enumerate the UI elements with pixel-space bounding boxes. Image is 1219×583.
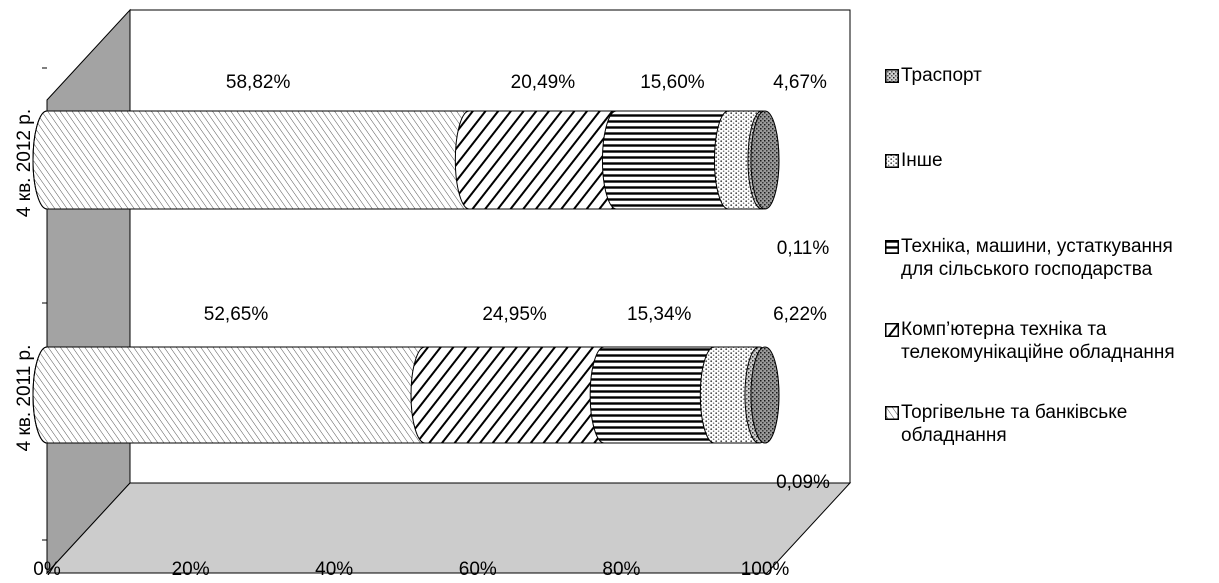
legend-swatch [885, 406, 899, 420]
bar-segment-0-0 [32, 346, 440, 444]
bar-end-cap-1 [750, 110, 780, 210]
floor [45, 482, 852, 574]
data-label-0-0: 52,65% [204, 304, 269, 325]
legend-item: Техніка, машини, устаткування для сільсь… [885, 235, 1173, 281]
x-tick-label-2: 40% [315, 559, 353, 578]
legend-item: Траспорт [885, 64, 982, 87]
legend-swatch [885, 323, 899, 337]
data-label-0-2: 15,34% [627, 304, 692, 325]
chart-data-labels: 52,65% 24,95% 15,34% 6,22% 0,09% 58,82% 20,49%… [204, 72, 830, 493]
chart-bars [32, 110, 780, 444]
data-label-0-3: 6,22% [773, 304, 827, 325]
side-wall [46, 8, 131, 575]
y-category-label-1: 4 кв. 2012 р. [14, 109, 35, 217]
legend-swatch [885, 154, 899, 168]
data-label-0-4: 0,09% [776, 472, 830, 493]
data-label-1-3: 4,67% [773, 72, 827, 93]
data-label-1-4: 0,11% [777, 238, 830, 259]
legend-label: Комп’ютерна техніка та телекомунікаційне… [901, 319, 1175, 363]
data-label-1-0: 58,82% [226, 72, 291, 93]
legend-swatch [885, 240, 899, 254]
data-label-1-1: 20,49% [511, 72, 576, 93]
chart-walls [45, 8, 852, 575]
x-tick-label-4: 80% [602, 559, 640, 578]
x-tick-label-3: 60% [459, 559, 497, 578]
legend-label: Торгівельне та банківське обладнання [901, 402, 1128, 446]
chart-svg: 52,65% 24,95% 15,34% 6,22% 0,09% 58,82% 20,49%… [14, 8, 852, 580]
data-label-0-1: 24,95% [482, 304, 547, 325]
data-label-1-2: 15,60% [640, 72, 705, 93]
legend-label: Траспорт [901, 65, 982, 86]
x-tick-label-0: 0% [33, 559, 61, 578]
bar-segment-0-1 [410, 346, 619, 444]
bar-segment-1-0 [32, 110, 484, 210]
chart-axes: 0% 20% 40% 60% 80% 100% 4 кв. 2011 р. 4 кв. 201… [14, 67, 790, 580]
legend-item: Комп’ютерна техніка та телекомунікаційне… [885, 318, 1175, 364]
legend-label: Інше [901, 150, 943, 171]
bar-end-cap-0 [750, 346, 780, 444]
bar-left-edge-1 [32, 110, 48, 210]
legend-label: Техніка, машини, устаткування для сільсь… [901, 236, 1173, 280]
legend-swatch [885, 69, 899, 83]
x-tick-label-1: 20% [172, 559, 210, 578]
legend-item: Торгівельне та банківське обладнання [885, 401, 1127, 447]
x-tick-label-5: 100% [741, 559, 790, 578]
legend-item: Інше [885, 149, 943, 172]
bar-left-edge-0 [32, 346, 48, 444]
y-category-label-0: 4 кв. 2011 р. [14, 345, 35, 452]
